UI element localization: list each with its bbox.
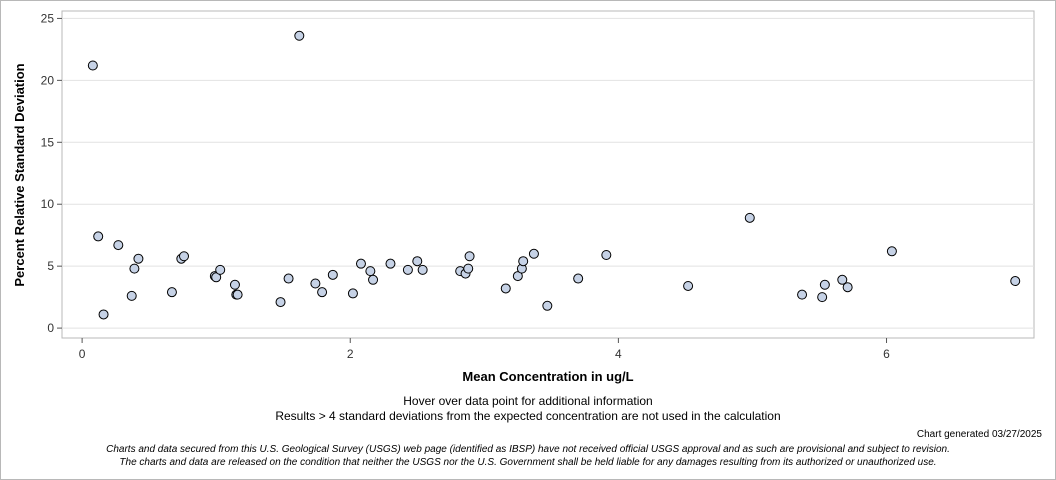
data-point[interactable] (365, 266, 376, 277)
gridlines (62, 17, 1034, 329)
data-point[interactable] (402, 264, 413, 275)
data-point[interactable] (417, 264, 428, 275)
x-tick-label: 0 (79, 347, 86, 361)
data-point[interactable] (817, 292, 828, 303)
y-tick-label: 20 (41, 73, 55, 87)
x-axis-ticks: 0 2 4 6 (79, 338, 890, 361)
y-axis-ticks: 0 5 10 15 20 25 (41, 11, 62, 335)
data-point[interactable] (166, 287, 177, 298)
x-tick-label: 6 (883, 347, 890, 361)
data-point[interactable] (317, 287, 328, 298)
y-axis-title: Percent Relative Standard Deviation (12, 63, 27, 286)
disclaimer-line-1: Charts and data secured from this U.S. G… (106, 444, 950, 455)
data-point[interactable] (528, 248, 539, 259)
data-point[interactable] (412, 256, 423, 267)
data-point[interactable] (327, 269, 338, 280)
y-tick-label: 0 (47, 321, 54, 335)
y-tick-label: 5 (47, 259, 54, 273)
chart-generated-date: Chart generated 03/27/2025 (916, 429, 1042, 440)
data-point[interactable] (464, 251, 475, 262)
data-point[interactable] (133, 253, 144, 264)
data-point[interactable] (573, 273, 584, 284)
data-point[interactable] (601, 250, 612, 261)
data-point[interactable] (98, 309, 109, 320)
data-point[interactable] (283, 273, 294, 284)
data-point[interactable] (93, 231, 104, 242)
data-point[interactable] (129, 263, 140, 274)
data-point[interactable] (347, 288, 358, 299)
data-point[interactable] (819, 279, 830, 290)
data-point[interactable] (368, 274, 379, 285)
data-point[interactable] (355, 258, 366, 269)
data-point[interactable] (683, 280, 694, 291)
data-point[interactable] (797, 289, 808, 300)
results-note: Results > 4 standard deviations from the… (275, 409, 781, 423)
data-point[interactable] (87, 60, 98, 71)
x-axis-title: Mean Concentration in ug/L (462, 369, 633, 384)
data-point[interactable] (113, 240, 124, 251)
data-point[interactable] (500, 283, 511, 294)
data-point[interactable] (179, 251, 190, 262)
hover-note: Hover over data point for additional inf… (403, 394, 653, 408)
data-point[interactable] (1010, 276, 1021, 287)
data-point[interactable] (518, 256, 529, 267)
y-tick-label: 15 (41, 135, 55, 149)
y-tick-label: 25 (41, 11, 55, 25)
data-point[interactable] (542, 300, 553, 311)
data-point[interactable] (837, 274, 848, 285)
data-point[interactable] (310, 278, 321, 289)
data-point[interactable] (275, 297, 286, 308)
data-point[interactable] (842, 282, 853, 293)
data-point[interactable] (126, 290, 137, 301)
data-point[interactable] (463, 263, 474, 274)
data-points[interactable] (87, 30, 1021, 320)
data-point[interactable] (744, 212, 755, 223)
plot-area (61, 10, 1035, 339)
x-tick-label: 2 (347, 347, 354, 361)
data-point[interactable] (385, 258, 396, 269)
x-tick-label: 4 (615, 347, 622, 361)
data-point[interactable] (229, 279, 240, 290)
y-tick-label: 10 (41, 197, 55, 211)
disclaimer-line-2: The charts and data are released on the … (119, 457, 937, 468)
data-point[interactable] (215, 264, 226, 275)
data-point[interactable] (294, 30, 305, 41)
data-point[interactable] (886, 246, 897, 257)
data-point[interactable] (232, 289, 243, 300)
